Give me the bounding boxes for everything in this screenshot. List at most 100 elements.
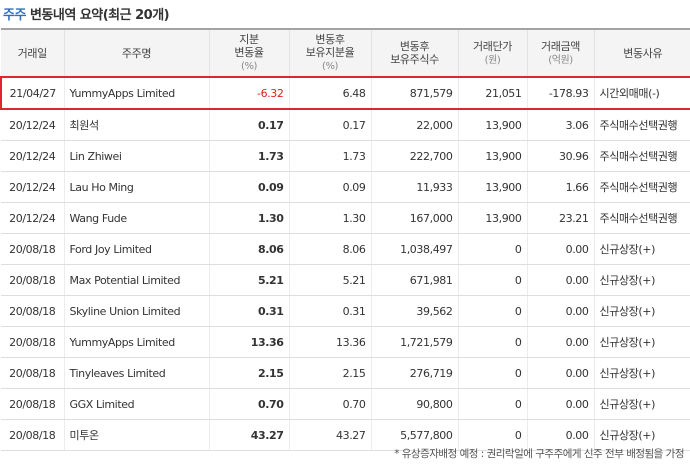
cell-trade-amount: 0.00 (526, 419, 594, 451)
header-holding-shares: 변동후 보유주식수 (370, 28, 458, 78)
cell-shareholder: Skyline Union Limited (63, 295, 209, 327)
cell-shareholder: Tinyleaves Limited (63, 357, 209, 389)
cell-trade-price: 0 (457, 264, 527, 296)
shareholder-change-table: 거래일 주주명 지분 변동율 (%) 변동후 보유지분율 (%) 변동후 보유주식수 거래… (0, 28, 690, 451)
cell-reason: 신규상장(+) (593, 388, 690, 420)
cell-holding-shares: 1,721,579 (370, 326, 458, 358)
table-row: 20/08/18 Max Potential Limited 5.21 5.21 671… (1, 264, 690, 296)
cell-holding-ratio: 8.06 (288, 233, 371, 265)
cell-holding-ratio: 1.73 (288, 140, 371, 172)
header-label: 변동후 보유지분율 (305, 33, 355, 59)
cell-shareholder: 최원석 (63, 109, 209, 141)
cell-holding-ratio: 6.48 (288, 76, 371, 110)
cell-shareholder: Wang Fude (63, 202, 209, 234)
cell-change-rate: 1.30 (208, 202, 289, 234)
cell-date: 21/04/27 (0, 76, 64, 110)
header-unit: (억원) (548, 54, 573, 66)
cell-shareholder: GGX Limited (63, 388, 209, 420)
cell-change-rate: 0.09 (208, 171, 289, 203)
cell-trade-price: 0 (457, 326, 527, 358)
cell-reason: 신규상장(+) (593, 419, 690, 451)
cell-change-rate: 13.36 (208, 326, 289, 358)
cell-trade-price: 21,051 (457, 76, 527, 110)
header-label: 거래금액 (541, 39, 580, 53)
cell-date: 20/08/18 (1, 326, 64, 358)
cell-trade-price: 0 (457, 388, 527, 420)
table-row: 20/08/18 미투온 43.27 43.27 5,577,800 0 0.00 신규상장(… (1, 419, 690, 451)
cell-reason: 주식매수선택권행 (593, 109, 690, 141)
cell-trade-price: 13,900 (457, 171, 527, 203)
cell-change-rate: 8.06 (208, 233, 289, 265)
cell-shareholder: Lin Zhiwei (63, 140, 209, 172)
cell-date: 20/08/18 (1, 388, 64, 420)
cell-reason: 신규상장(+) (593, 233, 690, 265)
cell-trade-amount: 3.06 (526, 109, 594, 141)
header-change-rate: 지분 변동율 (%) (208, 28, 289, 78)
header-label: 거래단가 (473, 39, 512, 53)
cell-date: 20/08/18 (1, 357, 64, 389)
cell-reason: 신규상장(+) (593, 264, 690, 296)
cell-date: 20/12/24 (1, 202, 64, 234)
header-holding-ratio: 변동후 보유지분율 (%) (288, 28, 371, 78)
cell-reason: 시간외매매(-) (593, 76, 690, 110)
cell-change-rate: 0.70 (208, 388, 289, 420)
table-row: 20/12/24 최원석 0.17 0.17 22,000 13,900 3.06 주식매수선… (1, 109, 690, 141)
header-reason: 변동사유 (593, 28, 690, 78)
cell-holding-shares: 222,700 (370, 140, 458, 172)
cell-holding-shares: 11,933 (370, 171, 458, 203)
cell-holding-shares: 871,579 (370, 76, 458, 110)
header-label: 변동후 보유주식수 (390, 40, 439, 66)
cell-date: 20/12/24 (1, 140, 64, 172)
table-row: 20/12/24 Lau Ho Ming 0.09 0.09 11,933 13,900 1… (1, 171, 690, 203)
cell-trade-amount: 30.96 (526, 140, 594, 172)
cell-reason: 신규상장(+) (593, 326, 690, 358)
header-unit: (원) (484, 54, 501, 66)
cell-change-rate: 5.21 (208, 264, 289, 296)
footnote: * 유상증자배정 예정 : 권리락일에 구주주에게 신주 전부 배정됨을 가정 (394, 448, 684, 460)
cell-date: 20/08/18 (1, 233, 64, 265)
cell-holding-shares: 276,719 (370, 357, 458, 389)
cell-trade-price: 13,900 (457, 140, 527, 172)
section-title: 주주 변동내역 요약(최근 20개) (3, 4, 170, 23)
cell-holding-ratio: 0.31 (288, 295, 371, 327)
cell-reason: 주식매수선택권행 (593, 202, 690, 234)
cell-holding-shares: 671,981 (370, 264, 458, 296)
table-row: 21/04/27 YummyApps Limited -6.32 6.48 871,57… (0, 76, 690, 110)
cell-trade-amount: 0.00 (526, 357, 594, 389)
cell-holding-ratio: 1.30 (288, 202, 371, 234)
header-label: 거래일 (17, 46, 48, 60)
header-label: 변동사유 (623, 46, 663, 60)
cell-date: 20/08/18 (1, 295, 64, 327)
table-row: 20/08/18 Tinyleaves Limited 2.15 2.15 276,71… (1, 357, 690, 389)
cell-change-rate: 0.17 (208, 109, 289, 141)
cell-trade-amount: 0.00 (526, 295, 594, 327)
cell-holding-shares: 90,800 (370, 388, 458, 420)
cell-trade-amount: 23.21 (526, 202, 594, 234)
header-unit: (%) (321, 61, 339, 72)
header-trade-amount: 거래금액 (억원) (526, 28, 594, 78)
header-date: 거래일 (1, 28, 64, 78)
cell-holding-shares: 22,000 (370, 109, 458, 141)
cell-date: 20/08/18 (1, 264, 64, 296)
cell-trade-price: 0 (457, 295, 527, 327)
cell-reason: 신규상장(+) (593, 295, 690, 327)
cell-trade-amount: 0.00 (526, 388, 594, 420)
cell-change-rate: 1.73 (208, 140, 289, 172)
cell-holding-shares: 167,000 (370, 202, 458, 234)
table-header-row: 거래일 주주명 지분 변동율 (%) 변동후 보유지분율 (%) 변동후 보유주식수 거래… (1, 28, 690, 78)
cell-change-rate: 43.27 (208, 419, 289, 451)
cell-holding-shares: 1,038,497 (370, 233, 458, 265)
table-row: 20/12/24 Wang Fude 1.30 1.30 167,000 13,900 23… (1, 202, 690, 234)
cell-shareholder: 미투온 (63, 419, 209, 451)
cell-shareholder: Max Potential Limited (63, 264, 209, 296)
section-title-text: 변동내역 요약(최근 20개) (29, 8, 170, 23)
section-title-accent: 주주 (3, 8, 26, 23)
cell-holding-ratio: 0.70 (288, 388, 371, 420)
cell-shareholder: Lau Ho Ming (63, 171, 209, 203)
cell-trade-price: 13,900 (457, 109, 527, 141)
table-body: 21/04/27 YummyApps Limited -6.32 6.48 871,57… (0, 76, 690, 451)
header-trade-price: 거래단가 (원) (457, 28, 527, 78)
cell-change-rate: 2.15 (208, 357, 289, 389)
cell-trade-amount: 1.66 (526, 171, 594, 203)
cell-holding-ratio: 13.36 (288, 326, 371, 358)
